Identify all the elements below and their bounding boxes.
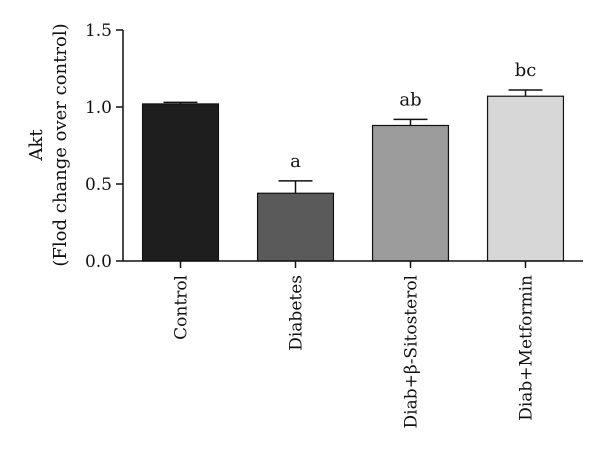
bar	[256, 192, 335, 262]
error-bars	[163, 89, 543, 194]
y-axis-ticks: 0.0 0.5 1.0 1.5	[85, 21, 123, 272]
category-labels: Control Diabetes Diab+β-Sitosterol Diab+Met…	[172, 275, 537, 429]
y-tick-label: 1.0	[85, 98, 112, 118]
category-label: Control	[172, 275, 192, 340]
y-tick-label: 0.0	[85, 252, 112, 272]
bar	[486, 95, 565, 262]
significance-label: bc	[515, 60, 537, 81]
significance-label: ab	[399, 89, 421, 110]
y-axis-label: Akt (Flod change over control)	[26, 23, 71, 266]
category-label: Diabetes	[287, 275, 307, 351]
category-label: Diab+Metformin	[517, 275, 537, 421]
bars	[141, 95, 565, 262]
significance-annotations: a ab bc	[290, 60, 536, 172]
significance-label: a	[290, 151, 301, 172]
category-label: Diab+β-Sitosterol	[402, 275, 422, 428]
y-axis-subtitle: (Flod change over control)	[50, 23, 71, 266]
y-axis-title: Akt	[26, 129, 47, 162]
bar	[371, 124, 450, 262]
y-tick-label: 1.5	[85, 21, 112, 41]
x-axis	[123, 260, 583, 268]
bar	[141, 103, 220, 262]
y-tick-label: 0.5	[85, 175, 112, 195]
